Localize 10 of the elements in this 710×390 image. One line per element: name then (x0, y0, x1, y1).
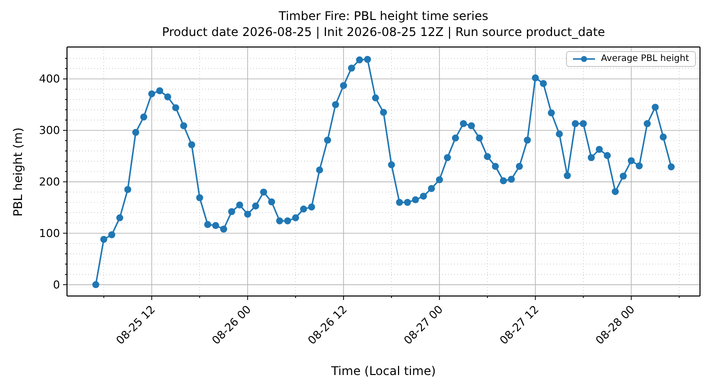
y-tick-label: 200 (39, 176, 60, 189)
y-tick-label: 100 (39, 227, 60, 240)
y-axis-title: PBL height (m) (11, 126, 25, 216)
legend-label: Average PBL height (601, 54, 689, 64)
y-tick-label: 0 (53, 278, 60, 292)
y-tick-label: 300 (39, 124, 60, 138)
x-axis-title: Time (Local time) (330, 364, 437, 378)
y-tick-label: 400 (39, 72, 60, 86)
chart-title: Timber Fire: PBL height time series (278, 8, 490, 24)
chart-subtitle: Product date 2026-08-25 | Init 2026-08-25 12Z | Run source product_date (160, 24, 606, 40)
